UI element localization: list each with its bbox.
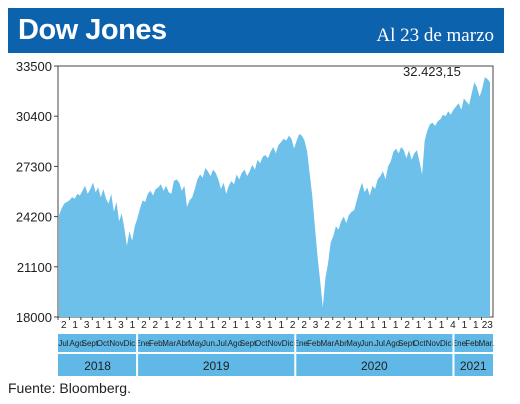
x-tick-label: 1: [187, 320, 193, 331]
month-label: Sept.: [398, 339, 417, 348]
x-tick-label: 1: [473, 320, 479, 331]
month-label: Nov.: [426, 339, 442, 348]
x-tick-label: 1: [95, 320, 101, 331]
month-label: Jul.: [375, 339, 387, 348]
month-label: Ago.: [386, 339, 402, 348]
x-tick-label: 1: [462, 320, 468, 331]
month-label: Abr.: [334, 339, 348, 348]
month-label: Dic.: [282, 339, 296, 348]
x-tick-label: 1: [233, 320, 239, 331]
y-tick-label: 30400: [16, 109, 52, 124]
month-label: Oct.: [255, 339, 270, 348]
x-tick-label: 3: [84, 320, 90, 331]
month-label: Abr.: [176, 339, 190, 348]
month-label: Ene.: [294, 339, 310, 348]
month-label: Ago.: [70, 339, 86, 348]
source-note: Fuente: Bloomberg.: [8, 380, 131, 396]
x-tick-label: 2: [153, 320, 159, 331]
month-label: Mar.: [479, 339, 495, 348]
month-label: Dic.: [124, 339, 138, 348]
month-label: Ene.: [452, 339, 468, 348]
x-tick-label: 1: [244, 320, 250, 331]
chart-title: Dow Jones: [18, 14, 167, 46]
month-label: Jun.: [202, 339, 217, 348]
x-tick-label: 1: [393, 320, 399, 331]
year-label: 2020: [361, 359, 388, 373]
x-tick-label: 2: [301, 320, 307, 331]
month-label: Jul.: [58, 339, 70, 348]
month-label: Ago.: [228, 339, 244, 348]
date-label: Al 23 de marzo: [376, 25, 494, 46]
x-tick-label: 1: [130, 320, 136, 331]
x-tick-label: 1: [210, 320, 216, 331]
y-tick-label: 33500: [16, 59, 52, 74]
x-tick-label: 2: [404, 320, 410, 331]
month-label: Ene.: [135, 339, 151, 348]
month-label: Dic.: [440, 339, 454, 348]
x-tick-label: 2: [61, 320, 67, 331]
month-label: Jul.: [217, 339, 229, 348]
year-label: 2019: [203, 359, 230, 373]
month-label: Feb.: [307, 339, 323, 348]
x-tick-label: 1: [164, 320, 170, 331]
x-tick-label: 3: [118, 320, 124, 331]
month-label: May.: [188, 339, 205, 348]
month-band: [58, 334, 493, 352]
x-tick-label: 1: [427, 320, 433, 331]
x-tick-label: 2: [324, 320, 330, 331]
month-label: Feb.: [465, 339, 481, 348]
x-tick-label: 1: [370, 320, 376, 331]
month-label: Mar.: [162, 339, 178, 348]
month-label: Nov.: [109, 339, 125, 348]
x-tick-label: 4: [450, 320, 456, 331]
x-tick-label: 3: [313, 320, 319, 331]
month-label: Nov.: [268, 339, 284, 348]
last-value-annotation: 32.423,15: [403, 64, 461, 79]
x-tick-label: 2: [175, 320, 181, 331]
year-band: [58, 354, 493, 376]
x-tick-label: 23: [482, 320, 494, 331]
series-area: [59, 77, 490, 317]
y-tick-label: 18000: [16, 310, 52, 325]
month-label: Sept.: [82, 339, 101, 348]
x-tick-label: 2: [336, 320, 342, 331]
x-tick-label: 1: [198, 320, 204, 331]
x-tick-label: 1: [359, 320, 365, 331]
month-label: Jun.: [360, 339, 375, 348]
month-label: May.: [346, 339, 363, 348]
x-tick-label: 1: [381, 320, 387, 331]
month-label: Mar.: [320, 339, 336, 348]
month-label: Oct.: [97, 339, 112, 348]
x-tick-label: 3: [256, 320, 262, 331]
y-tick-label: 21100: [17, 260, 52, 275]
x-tick-label: 1: [107, 320, 113, 331]
month-label: Oct.: [413, 339, 428, 348]
x-tick-label: 1: [347, 320, 353, 331]
x-tick-label: 2: [221, 320, 227, 331]
x-tick-label: 2: [141, 320, 147, 331]
x-tick-label: 1: [72, 320, 78, 331]
month-label: Sept.: [240, 339, 259, 348]
x-tick-label: 1: [278, 320, 284, 331]
x-tick-label: 1: [267, 320, 273, 331]
x-tick-label: 1: [416, 320, 422, 331]
header-banner: Dow Jones Al 23 de marzo: [8, 8, 504, 53]
y-tick-label: 24200: [16, 210, 52, 225]
year-label: 2018: [84, 359, 111, 373]
y-tick-label: 27300: [16, 159, 52, 174]
x-tick-label: 2: [290, 320, 296, 331]
x-tick-label: 1: [439, 320, 445, 331]
year-label: 2021: [460, 359, 487, 373]
month-label: Feb.: [149, 339, 165, 348]
